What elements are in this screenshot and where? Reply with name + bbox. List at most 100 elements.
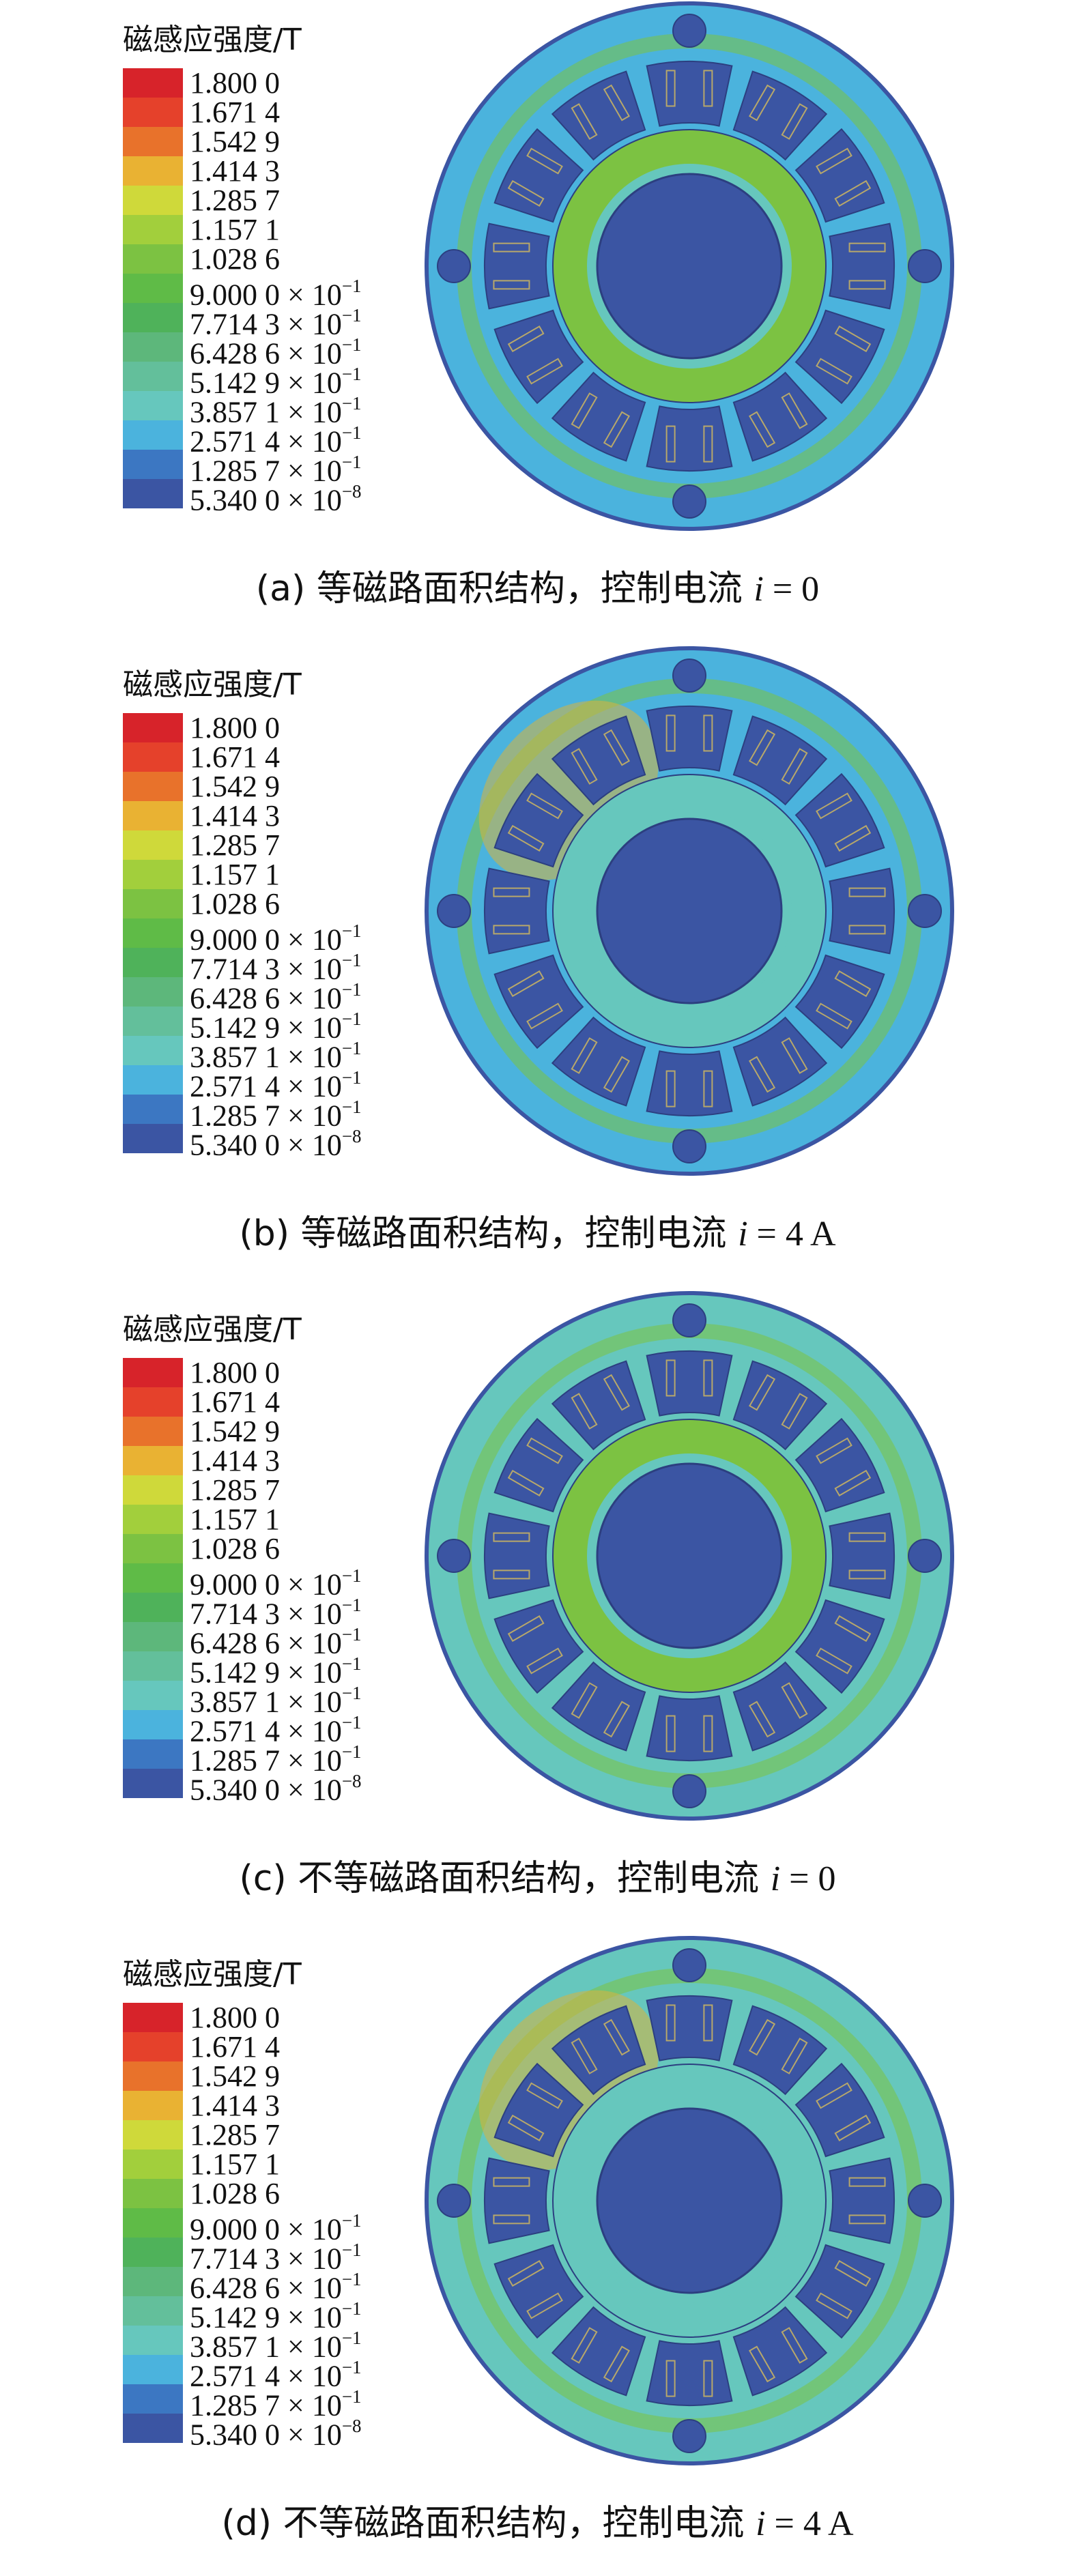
caption-prefix: (b) 等磁路面积结构，控制电流 [239, 1213, 739, 1254]
coil-slot [665, 1359, 676, 1397]
coil-slot [703, 70, 713, 107]
stator-tooth [794, 1599, 885, 1694]
bolt-hole [672, 1129, 706, 1163]
stator-tooth [794, 2244, 885, 2339]
coil-slot [848, 242, 886, 252]
legend-value-mantissa: 1.285 7 × 10 [190, 1743, 342, 1778]
legend-value-exponent: −1 [341, 2386, 362, 2407]
legend-swatch [123, 1036, 183, 1065]
legend-value-mantissa: 1.671 4 [190, 2030, 280, 2064]
legend-swatch [123, 860, 183, 889]
coil-slot [703, 1070, 713, 1108]
legend-value-mantissa: 9.000 0 × 10 [190, 2212, 342, 2246]
legend-value-mantissa: 2.571 4 × 10 [190, 424, 342, 459]
legend-value: 5.142 9 × 10−1 [190, 1651, 362, 1688]
legend-value-mantissa: 1.800 0 [190, 1356, 280, 1389]
coil-slot [603, 411, 630, 448]
legend-value-exponent: −1 [341, 2357, 362, 2377]
legend-swatch [123, 2120, 183, 2150]
coil-slot [507, 1469, 545, 1496]
legend-title: 磁感应强度/T [123, 1312, 302, 1347]
stator-tooth [829, 867, 895, 955]
coil-slot [603, 729, 630, 766]
legend-value-mantissa: 1.028 6 [190, 887, 280, 921]
coil-slot [816, 147, 852, 175]
legend-swatch [123, 830, 183, 860]
legend-value-exponent: −1 [341, 1067, 362, 1088]
legend-value-exponent: −1 [341, 1038, 362, 1058]
legend-swatch [123, 2414, 183, 2443]
coil-slot [493, 2177, 530, 2187]
legend-swatch [123, 2208, 183, 2238]
legend-value: 7.714 3 × 10−1 [190, 2238, 362, 2274]
legend-value-exponent: −8 [341, 2416, 362, 2436]
coil-slot [749, 1701, 776, 1738]
legend-value: 1.542 9 [190, 2061, 362, 2092]
coil-slot [749, 2345, 776, 2383]
stator-tooth [794, 1417, 885, 1513]
legend-swatch [123, 1358, 183, 1387]
legend-value: 1.028 6 [190, 1534, 362, 1564]
legend-swatch [123, 303, 183, 332]
stator-tooth [551, 371, 646, 462]
legend-swatch [123, 156, 183, 186]
legend-labels: 1.800 0 1.671 4 1.542 9 1.414 3 1.285 7 1.157… [190, 1356, 362, 1806]
legend-swatch [123, 1651, 183, 1681]
stator-tooth [493, 1417, 584, 1513]
legend-value-mantissa: 5.142 9 × 10 [190, 2300, 342, 2334]
legend-value: 5.340 0 × 10−8 [190, 2414, 362, 2450]
legend-swatch [123, 2267, 183, 2296]
legend-title: 磁感应强度/T [123, 23, 302, 57]
legend-value: 1.671 4 [190, 96, 362, 129]
coil-slot [665, 2004, 676, 2042]
shaft [596, 1462, 783, 1649]
coil-slot [493, 887, 530, 897]
caption-prefix: (d) 不等磁路面积结构，控制电流 [221, 2503, 756, 2544]
stator-tooth [646, 1350, 733, 1417]
panel-c: 磁感应强度/T 1.800 0 1.671 4 1.542 9 1.414 3 1.28… [0, 1290, 1075, 1931]
legend-value-mantissa: 5.142 9 × 10 [190, 1011, 342, 1045]
legend-swatch [123, 889, 183, 918]
coil-slot [603, 1701, 630, 1738]
legend-value-exponent: −1 [341, 2298, 362, 2319]
legend-value: 5.142 9 × 10−1 [190, 2296, 362, 2332]
legend-swatch [123, 68, 183, 98]
legend-swatches [123, 2003, 183, 2443]
legend-value: 1.157 1 [190, 215, 362, 245]
legend-swatch [123, 98, 183, 127]
legend-swatch [123, 244, 183, 274]
legend-value-mantissa: 2.571 4 × 10 [190, 1069, 342, 1103]
coil-slot [507, 2260, 545, 2287]
bolt-hole [672, 14, 706, 48]
coil-slot [571, 1037, 598, 1074]
caption: (a) 等磁路面积结构，控制电流 i = 0 [0, 560, 1075, 611]
legend-value-mantissa: 1.285 7 [190, 184, 280, 217]
legend-value: 7.714 3 × 10−1 [190, 1593, 362, 1629]
coil-slot [781, 1037, 808, 1074]
legend-swatch [123, 1622, 183, 1651]
stator-tooth [493, 954, 584, 1050]
legend-value: 1.671 4 [190, 742, 362, 772]
caption: (d) 不等磁路面积结构，控制电流 i = 4 A [0, 2494, 1075, 2545]
coil-slot [603, 84, 630, 121]
caption-variable: i [754, 570, 764, 609]
legend-value-mantissa: 1.671 4 [190, 96, 280, 129]
legend-value-mantissa: 6.428 6 × 10 [190, 336, 342, 371]
legend-value-exponent: −1 [341, 1624, 362, 1645]
stator-tooth [551, 2005, 646, 2096]
coil-slot [571, 392, 598, 429]
legend-value-exponent: −1 [341, 1097, 362, 1117]
field-plot [425, 1, 954, 531]
legend-swatch [123, 1417, 183, 1446]
stator-tooth [646, 1050, 733, 1116]
legend-value: 9.000 0 × 10−1 [190, 918, 362, 955]
legend-value-exponent: −1 [341, 1712, 362, 1733]
field-plot [425, 1291, 954, 1821]
coil-slot [834, 1469, 872, 1496]
legend-value-mantissa: 3.857 1 × 10 [190, 395, 342, 429]
coil-slot [781, 2327, 808, 2364]
coil-slot [781, 2038, 808, 2074]
legend-value-exponent: −1 [341, 393, 362, 414]
legend-swatches [123, 68, 183, 508]
stator-tooth [829, 2157, 895, 2244]
